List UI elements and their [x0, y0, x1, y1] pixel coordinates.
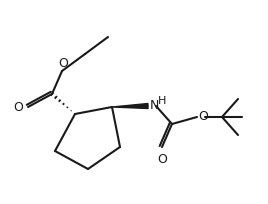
- Text: O: O: [58, 57, 68, 70]
- Text: O: O: [157, 152, 167, 165]
- Polygon shape: [112, 104, 148, 109]
- Text: O: O: [198, 110, 208, 123]
- Text: H: H: [158, 95, 166, 105]
- Text: O: O: [13, 101, 23, 114]
- Text: N: N: [150, 99, 159, 112]
